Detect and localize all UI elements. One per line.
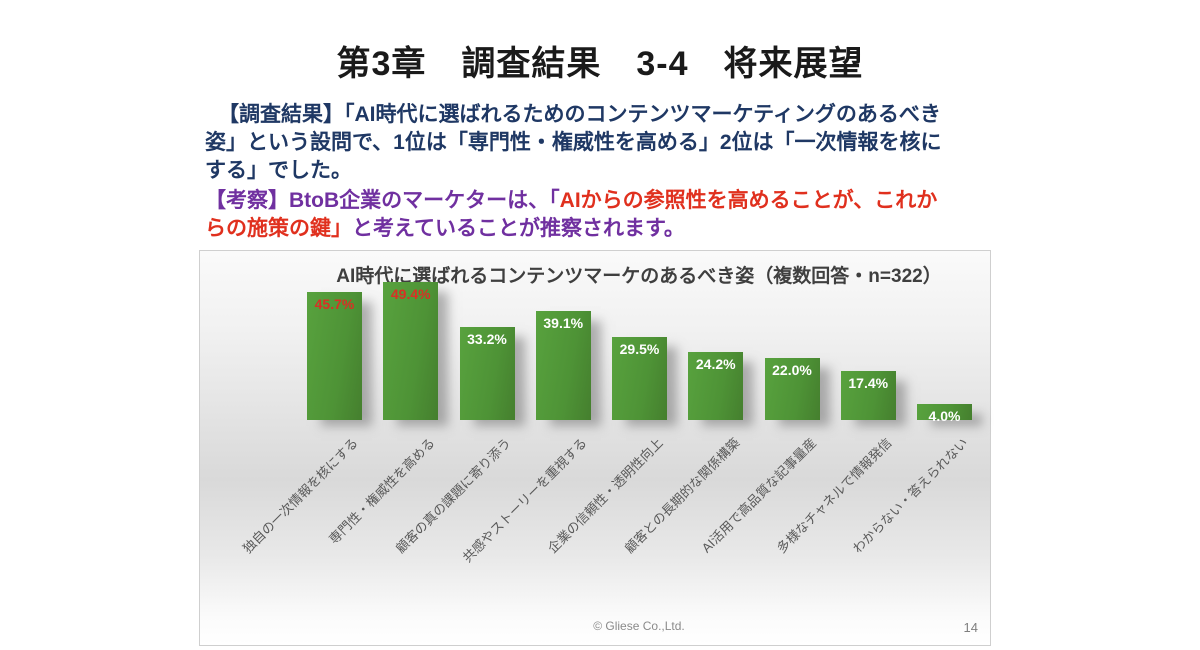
survey-line: 姿」という設問で、1位は「専門性・権威性を高める」2位は「一次情報を核に	[205, 131, 942, 154]
bar-value-label: 22.0%	[772, 362, 812, 378]
survey-line: 【調査結果】「AI時代に選ばれるためのコンテンツマーケティングのあるべき	[218, 103, 941, 126]
bar-chart: AI時代に選ばれるコンテンツマーケのあるべき姿（複数回答・n=322） 45.7…	[199, 250, 991, 646]
consideration-paragraph: 【考察】BtoB企業のマーケターは、「AIからの参照性を高めることが、これか ら…	[205, 187, 1025, 243]
text-segment: 【考察】BtoB企業のマーケターは、「	[205, 189, 560, 212]
bar: 17.4%	[840, 371, 896, 420]
bar: 4.0%	[917, 404, 972, 424]
bar: 33.2%	[459, 327, 515, 420]
survey-result-paragraph: 【調査結果】「AI時代に選ばれるためのコンテンツマーケティングのあるべき 姿」と…	[205, 101, 1025, 185]
bar-value-label: 24.2%	[695, 356, 736, 372]
bar: 49.4%	[383, 282, 439, 420]
chart-title: AI時代に選ばれるコンテンツマーケのあるべき姿（複数回答・n=322）	[336, 266, 942, 287]
chart-plot-area: 45.7% 独自の一次情報を核にする 49.4% 専門性・権威性を高める 33.2% 顧客…	[200, 251, 992, 647]
consideration-line: 【考察】BtoB企業のマーケターは、「AIからの参照性を高めることが、これか	[205, 187, 1025, 215]
bar: 22.0%	[764, 358, 820, 420]
copyright-footer: © Gliese Co.,Ltd.	[593, 619, 685, 633]
bar: 24.2%	[688, 352, 744, 420]
survey-line: する」でした。	[205, 159, 352, 182]
bar-value-label: 29.5%	[619, 341, 660, 357]
consideration-line: らの施策の鍵」と考えていることが推察されます。	[205, 215, 1025, 243]
bar-value-label: 45.7%	[314, 296, 355, 312]
bar: 45.7%	[307, 292, 362, 420]
bar: 29.5%	[612, 337, 667, 420]
bar-value-label: 4.0%	[928, 408, 961, 424]
bar-value-label: 33.2%	[467, 331, 507, 347]
bar-value-label: 39.1%	[543, 315, 584, 331]
slide-title: 第3章 調査結果 3-4 将来展望	[336, 45, 864, 83]
text-segment-highlight: AIからの参照性を高めることが、これか	[559, 189, 938, 212]
text-segment-highlight: らの施策の鍵」	[205, 217, 352, 240]
bar-value-label: 49.4%	[390, 286, 431, 302]
text-segment: と考えていることが推察されます。	[352, 217, 685, 240]
bar: 39.1%	[535, 311, 591, 420]
bar-value-label: 17.4%	[848, 375, 889, 391]
page-number: 14	[963, 620, 978, 635]
